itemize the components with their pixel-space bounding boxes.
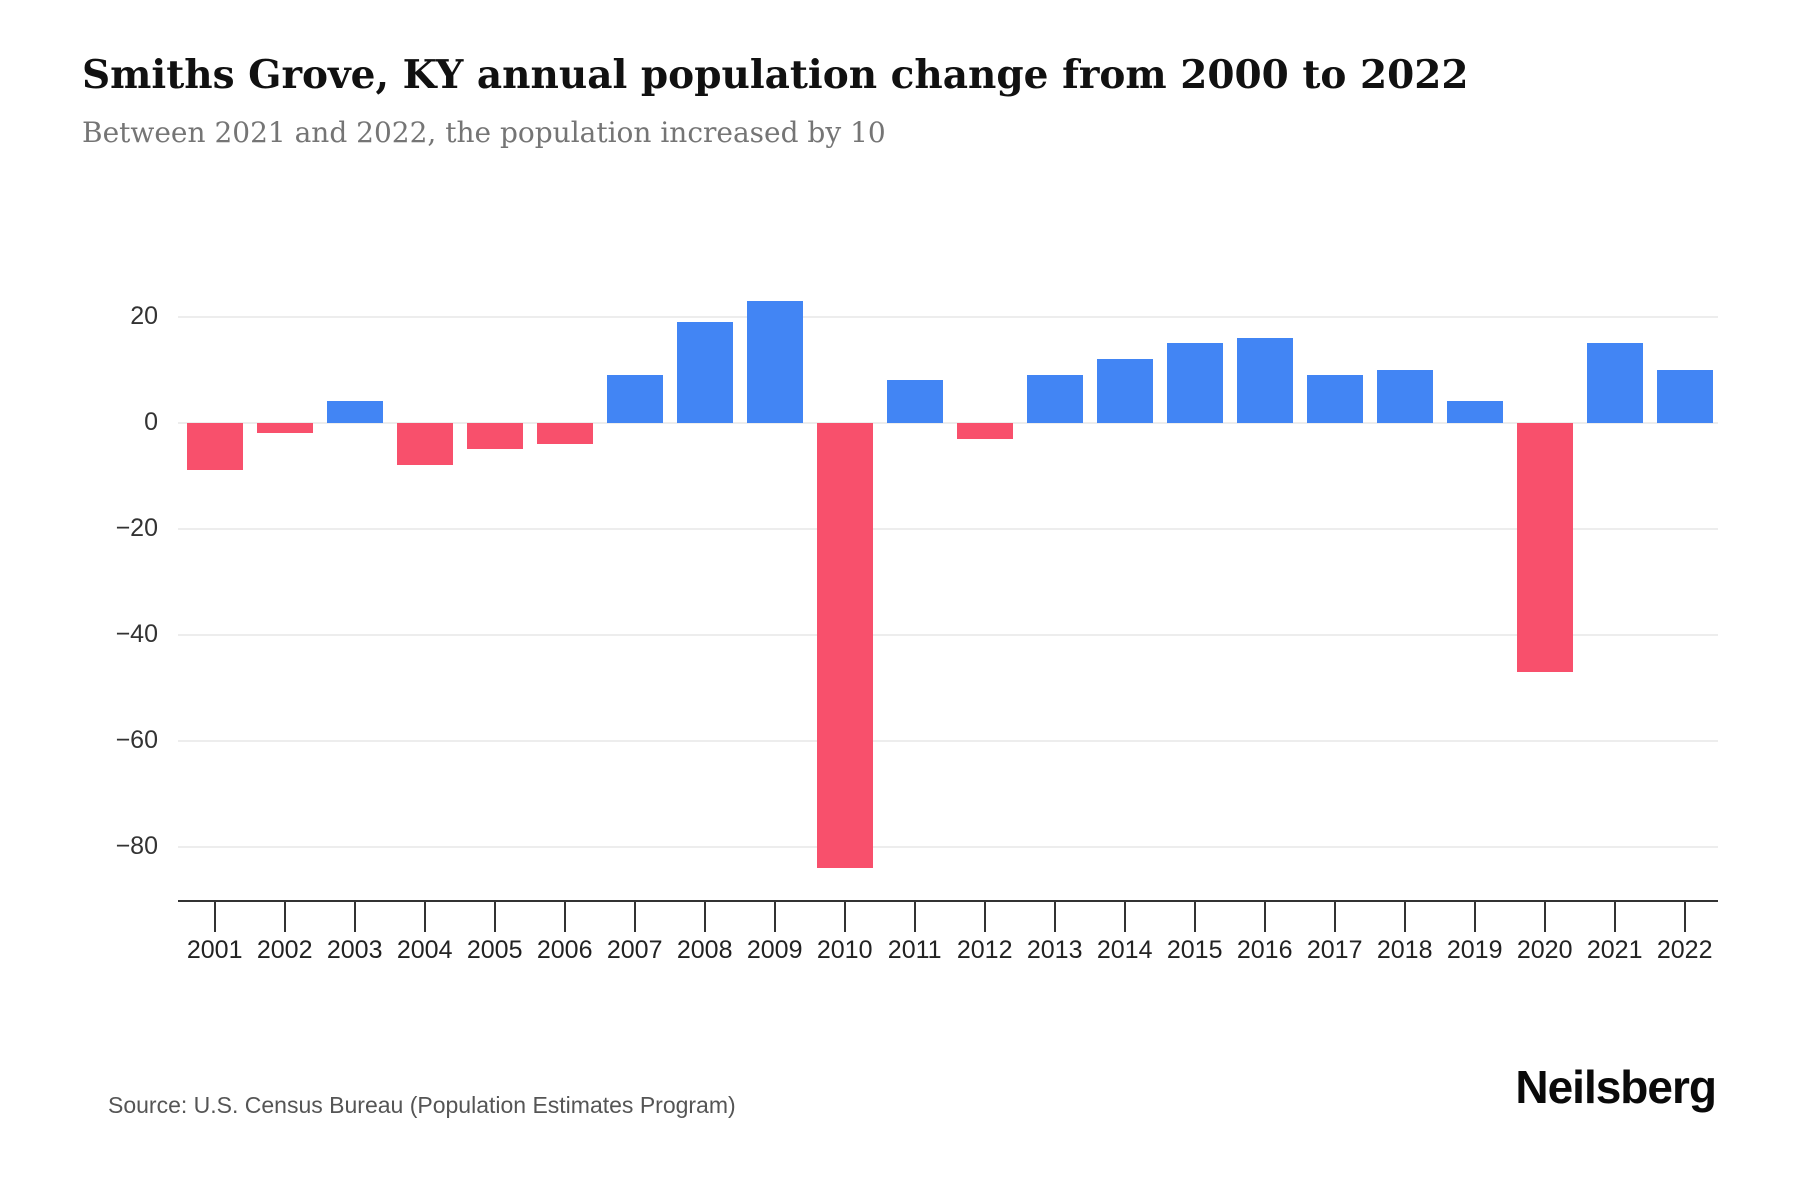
x-axis-label: 2022 xyxy=(1656,936,1713,964)
x-axis-label: 2005 xyxy=(466,936,523,964)
x-axis-tick xyxy=(213,902,216,932)
x-axis-tick xyxy=(1263,902,1266,932)
x-axis-tick xyxy=(1683,902,1686,932)
x-axis-label: 2006 xyxy=(536,936,593,964)
x-axis-tick xyxy=(1053,902,1056,932)
gridline xyxy=(178,315,1718,318)
y-axis-label: 0 xyxy=(144,407,158,436)
x-axis-label: 2002 xyxy=(256,936,313,964)
bar-2022[interactable] xyxy=(1656,369,1713,423)
x-axis-tick xyxy=(1613,902,1616,932)
bar-2018[interactable] xyxy=(1376,369,1433,423)
x-axis-tick xyxy=(1403,902,1406,932)
bar-2003[interactable] xyxy=(326,401,383,423)
x-axis-label: 2012 xyxy=(956,936,1013,964)
bar-2015[interactable] xyxy=(1166,343,1223,423)
y-axis-label: −20 xyxy=(115,513,158,542)
x-axis-label: 2021 xyxy=(1586,936,1643,964)
bar-2020[interactable] xyxy=(1516,422,1573,672)
x-axis-label: 2017 xyxy=(1306,936,1363,964)
x-axis-tick xyxy=(1543,902,1546,932)
bar-2008[interactable] xyxy=(676,321,733,423)
bar-2002[interactable] xyxy=(256,422,313,434)
bar-2014[interactable] xyxy=(1096,358,1153,423)
x-axis-label: 2008 xyxy=(676,936,733,964)
bar-2016[interactable] xyxy=(1236,337,1293,423)
source-attribution: Source: U.S. Census Bureau (Population E… xyxy=(108,1092,736,1118)
x-axis-label: 2004 xyxy=(396,936,453,964)
x-axis-label: 2015 xyxy=(1166,936,1223,964)
x-axis-label: 2018 xyxy=(1376,936,1433,964)
x-axis-line xyxy=(178,900,1718,902)
x-axis-tick xyxy=(1123,902,1126,932)
x-axis-label: 2016 xyxy=(1236,936,1293,964)
y-axis-label: −40 xyxy=(115,619,158,648)
x-axis-tick xyxy=(563,902,566,932)
x-axis-label: 2007 xyxy=(606,936,663,964)
gridline xyxy=(178,845,1718,848)
x-axis-tick xyxy=(983,902,986,932)
x-axis-label: 2003 xyxy=(326,936,383,964)
x-axis-tick xyxy=(493,902,496,932)
gridline xyxy=(178,421,1718,424)
x-axis-tick xyxy=(633,902,636,932)
bar-2019[interactable] xyxy=(1446,401,1503,423)
bar-2017[interactable] xyxy=(1306,374,1363,423)
x-axis-label: 2013 xyxy=(1026,936,1083,964)
bar-2004[interactable] xyxy=(396,422,453,466)
x-axis-tick xyxy=(283,902,286,932)
x-axis-label: 2001 xyxy=(186,936,243,964)
brand-logo[interactable]: Neilsberg xyxy=(1515,1061,1717,1113)
x-axis-tick xyxy=(773,902,776,932)
x-axis-label: 2014 xyxy=(1096,936,1153,964)
y-axis-label: 20 xyxy=(130,301,158,330)
bar-2013[interactable] xyxy=(1026,374,1083,423)
gridline xyxy=(178,527,1718,530)
x-axis-tick xyxy=(1473,902,1476,932)
bar-2001[interactable] xyxy=(186,422,243,471)
x-axis-tick xyxy=(423,902,426,932)
bar-2012[interactable] xyxy=(956,422,1013,439)
x-axis-tick xyxy=(1193,902,1196,932)
y-axis-label: −60 xyxy=(115,725,158,754)
x-axis-label: 2010 xyxy=(816,936,873,964)
x-axis-label: 2019 xyxy=(1446,936,1503,964)
gridline xyxy=(178,739,1718,742)
x-axis-tick xyxy=(913,902,916,932)
chart-subtitle: Between 2021 and 2022, the population in… xyxy=(82,116,886,149)
x-axis-label: 2020 xyxy=(1516,936,1573,964)
x-axis-label: 2011 xyxy=(887,936,942,964)
bar-2005[interactable] xyxy=(466,422,523,450)
bar-2006[interactable] xyxy=(536,422,593,444)
x-axis-tick xyxy=(353,902,356,932)
bar-2007[interactable] xyxy=(606,374,663,423)
bar-2021[interactable] xyxy=(1586,343,1643,423)
x-axis-tick xyxy=(1333,902,1336,932)
x-axis-label: 2009 xyxy=(746,936,803,964)
chart-title: Smiths Grove, KY annual population chang… xyxy=(82,52,1469,98)
y-axis-label: −80 xyxy=(115,831,158,860)
bar-2010[interactable] xyxy=(816,422,873,869)
bar-2009[interactable] xyxy=(746,300,803,423)
x-axis-tick xyxy=(703,902,706,932)
x-axis-tick xyxy=(843,902,846,932)
bar-2011[interactable] xyxy=(886,380,943,423)
gridline xyxy=(178,633,1718,636)
